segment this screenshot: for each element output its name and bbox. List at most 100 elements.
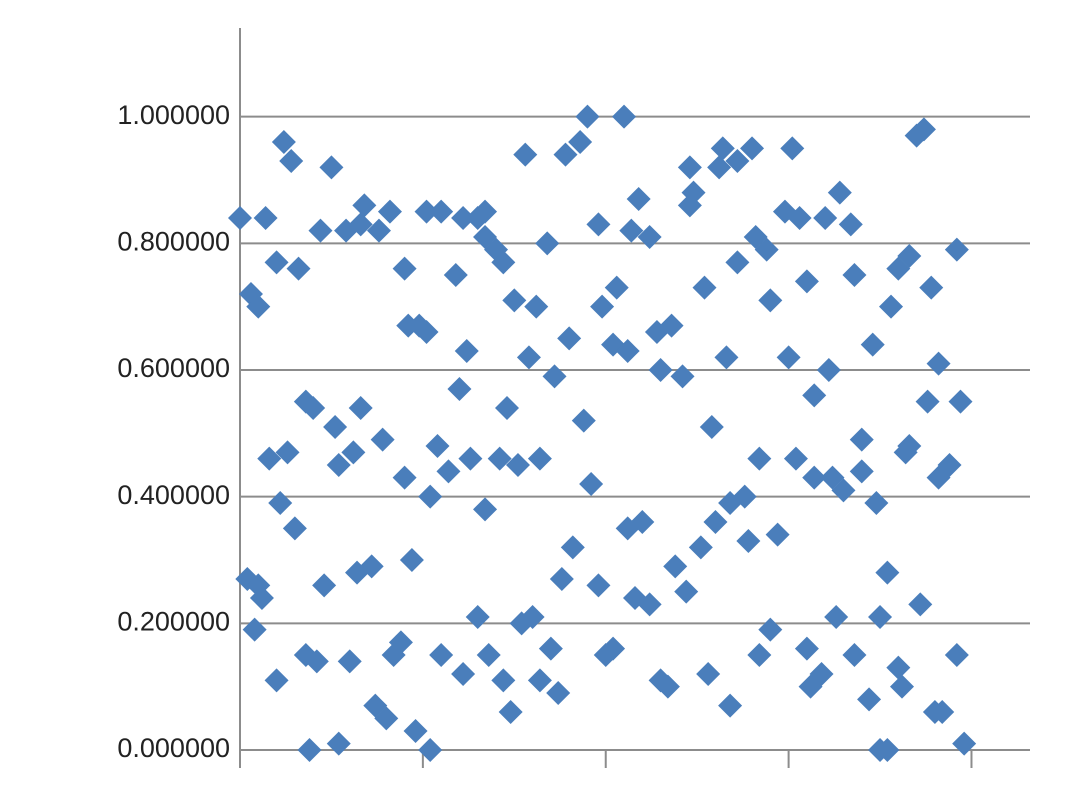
scatter-point	[937, 453, 962, 477]
scatter-point	[663, 554, 688, 579]
scatter-point	[308, 218, 333, 243]
scatter-point	[447, 377, 472, 401]
scatter-point	[699, 415, 724, 439]
scatter-point	[549, 567, 574, 591]
y-tick-label: 0.000000	[117, 733, 230, 763]
scatter-point	[286, 256, 311, 281]
scatter-point	[754, 237, 779, 262]
scatter-point	[425, 434, 450, 458]
scatter-point	[816, 358, 841, 382]
scatter-point	[944, 237, 969, 262]
scatter-point	[304, 649, 329, 674]
scatter-point	[747, 446, 772, 471]
scatter-point	[249, 586, 274, 610]
scatter-point	[626, 187, 651, 211]
scatter-point	[451, 206, 476, 230]
scatter-point	[366, 218, 391, 243]
scatter-point	[831, 478, 856, 503]
scatter-point	[875, 560, 900, 585]
y-tick-label: 0.400000	[117, 480, 230, 510]
scatter-point	[696, 662, 721, 686]
scatter-point	[889, 674, 914, 699]
scatter-point	[458, 446, 483, 471]
scatter-point	[915, 389, 940, 414]
scatter-point	[352, 193, 377, 218]
scatter-point	[707, 155, 732, 180]
scatter-point	[637, 592, 662, 617]
scatter-point	[418, 484, 443, 509]
scatter-point	[911, 117, 936, 142]
scatter-point	[740, 136, 765, 161]
scatter-point	[802, 465, 827, 490]
scatter-point	[568, 130, 593, 154]
scatter-point	[897, 244, 922, 268]
scatter-point	[783, 446, 808, 471]
scatter-point	[268, 491, 293, 515]
scatter-point	[275, 440, 300, 465]
scatter-point	[228, 206, 252, 230]
scatter-point	[677, 155, 702, 180]
scatter-point	[926, 351, 951, 376]
scatter-point	[765, 522, 790, 547]
scatter-point	[758, 288, 783, 313]
scatter-point	[809, 662, 834, 686]
scatter-point	[388, 630, 413, 655]
scatter-point	[491, 668, 516, 693]
scatter-point	[465, 605, 490, 629]
scatter-point	[319, 155, 344, 180]
scatter-point	[736, 529, 761, 553]
scatter-point	[725, 250, 750, 275]
scatter-point	[655, 674, 680, 699]
scatter-point	[586, 212, 611, 237]
scatter-point	[429, 199, 454, 224]
scatter-point	[527, 446, 552, 471]
scatter-point	[619, 218, 644, 243]
scatter-point	[732, 484, 757, 509]
scatter-point	[780, 136, 805, 161]
scatter-point	[436, 459, 461, 484]
scatter-point	[414, 199, 439, 224]
scatter-point	[553, 142, 578, 167]
scatter-point	[491, 250, 516, 275]
scatter-point	[718, 693, 743, 718]
scatter-point	[952, 731, 977, 756]
scatter-point	[612, 104, 637, 129]
scatter-point	[341, 440, 366, 465]
scatter-point	[279, 149, 304, 173]
scatter-point	[590, 294, 615, 319]
scatter-point	[838, 212, 863, 237]
scatter-point	[516, 345, 541, 370]
scatter-point	[377, 199, 402, 224]
scatter-point	[257, 446, 282, 471]
scatter-point	[282, 516, 307, 541]
scatter-point	[546, 681, 571, 705]
scatter-point	[242, 617, 267, 642]
scatter-point	[326, 453, 351, 477]
scatter-point	[824, 605, 849, 629]
scatter-point	[637, 225, 662, 249]
scatter-point	[692, 275, 717, 300]
scatter-point	[301, 396, 326, 420]
scatter-point	[659, 313, 684, 338]
scatter-point	[451, 662, 476, 686]
scatter-point	[312, 573, 337, 598]
scatter-point	[802, 383, 827, 408]
y-tick-label: 0.600000	[117, 353, 230, 383]
scatter-point	[747, 643, 772, 667]
scatter-point	[879, 294, 904, 319]
scatter-point	[857, 687, 882, 712]
scatter-point	[688, 535, 713, 560]
scatter-point	[418, 738, 443, 762]
scatter-point	[498, 700, 523, 724]
scatter-point	[520, 605, 545, 629]
scatter-point	[473, 199, 498, 224]
scatter-point	[944, 643, 969, 667]
scatter-point	[630, 510, 655, 534]
scatter-point	[443, 263, 468, 287]
scatter-point	[370, 427, 395, 452]
scatter-point	[513, 142, 538, 167]
scatter-point	[494, 396, 519, 420]
scatter-point	[399, 548, 424, 572]
